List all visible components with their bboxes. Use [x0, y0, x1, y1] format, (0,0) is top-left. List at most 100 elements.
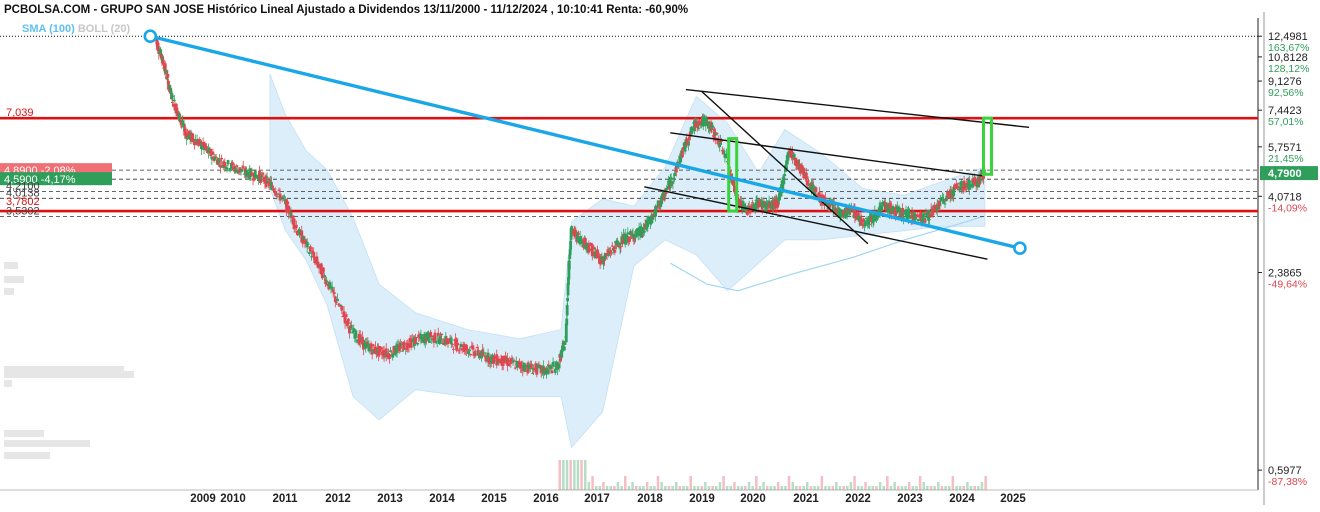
candle — [304, 239, 308, 243]
candle — [625, 238, 629, 243]
candle — [569, 240, 573, 250]
candle — [450, 343, 454, 345]
x-tick-label: 2019 — [689, 493, 715, 505]
candle — [628, 237, 631, 242]
candle — [928, 219, 931, 221]
candle — [642, 231, 646, 233]
candle — [874, 216, 878, 221]
candle — [522, 362, 526, 370]
candle — [501, 363, 505, 366]
volume-bar — [780, 486, 783, 490]
volume-bar — [689, 476, 692, 490]
volume-bar — [558, 460, 561, 490]
volume-bar — [660, 482, 663, 490]
candle — [416, 342, 420, 345]
candle — [350, 325, 353, 327]
candle — [778, 193, 781, 201]
x-tick-label: 2021 — [793, 493, 819, 505]
x-tick-label: 2018 — [637, 493, 663, 505]
current-price-marker: 4,7900 — [1260, 166, 1318, 181]
candle — [867, 216, 871, 225]
candle — [310, 256, 313, 258]
candle — [791, 151, 794, 159]
candle — [961, 190, 965, 192]
candle — [814, 187, 818, 192]
current-price-bg — [1260, 166, 1318, 181]
candle — [807, 187, 811, 189]
candle — [849, 208, 852, 210]
candle — [261, 172, 265, 175]
candle — [161, 56, 165, 62]
x-tick-label: 2009 — [190, 493, 216, 505]
candle — [691, 129, 695, 131]
candle — [466, 348, 469, 351]
candle — [414, 337, 417, 345]
volume-bar — [744, 486, 747, 490]
candle — [923, 219, 927, 223]
candle — [674, 165, 678, 173]
volume-bar — [747, 482, 751, 490]
candle — [702, 116, 706, 120]
candle — [264, 175, 268, 188]
candle — [250, 172, 254, 176]
candle — [889, 203, 892, 209]
volume-profile-bar — [4, 262, 18, 269]
candle — [745, 206, 748, 213]
candle — [941, 199, 945, 202]
candle — [428, 340, 431, 343]
candle — [831, 203, 835, 211]
y-tick-pct: 21,45% — [1268, 153, 1304, 165]
volume-bar — [693, 486, 696, 490]
candle — [706, 121, 709, 124]
candle — [286, 201, 290, 204]
candle — [588, 249, 592, 251]
volume-bar — [634, 486, 638, 490]
candle — [739, 200, 743, 208]
candle — [587, 244, 591, 253]
volume-bar — [609, 486, 612, 490]
candle — [335, 302, 338, 304]
candle — [905, 214, 909, 220]
volume-bar — [889, 486, 893, 490]
candle — [647, 216, 651, 222]
candle — [325, 280, 329, 282]
candle — [632, 238, 636, 241]
candle — [882, 202, 885, 206]
candle — [839, 211, 843, 217]
volume-bar — [813, 486, 816, 490]
volume-bar — [933, 486, 936, 490]
candle — [769, 205, 773, 208]
candle — [371, 344, 375, 347]
candle — [348, 327, 351, 334]
candle — [211, 151, 215, 155]
candle — [227, 169, 231, 171]
candle — [713, 128, 716, 137]
chart-title: PCBOLSA.COM - GRUPO SAN JOSE Histórico L… — [4, 4, 689, 16]
candle — [883, 202, 887, 211]
candle — [908, 211, 911, 214]
candle — [916, 219, 920, 221]
indicator-sma-label[interactable]: SMA (100) — [22, 23, 75, 35]
candle — [187, 130, 191, 137]
candle — [436, 332, 440, 336]
candle — [563, 341, 567, 345]
candle — [895, 206, 899, 212]
candle — [662, 194, 666, 201]
indicator-boll-label[interactable]: BOLL (20) — [77, 23, 131, 35]
candle — [517, 360, 520, 362]
candle — [491, 354, 494, 358]
candle — [977, 176, 981, 185]
y-tick-pct: 92,56% — [1268, 87, 1304, 99]
candle — [566, 297, 569, 302]
volume-bar — [711, 486, 714, 490]
candle — [567, 261, 571, 280]
candle — [592, 247, 596, 249]
candle — [568, 254, 572, 260]
x-tick-label: 2017 — [584, 493, 610, 505]
candle — [561, 342, 565, 345]
candle — [267, 182, 271, 186]
candle — [917, 214, 921, 218]
candle — [901, 207, 904, 217]
volume-bar — [867, 486, 871, 490]
